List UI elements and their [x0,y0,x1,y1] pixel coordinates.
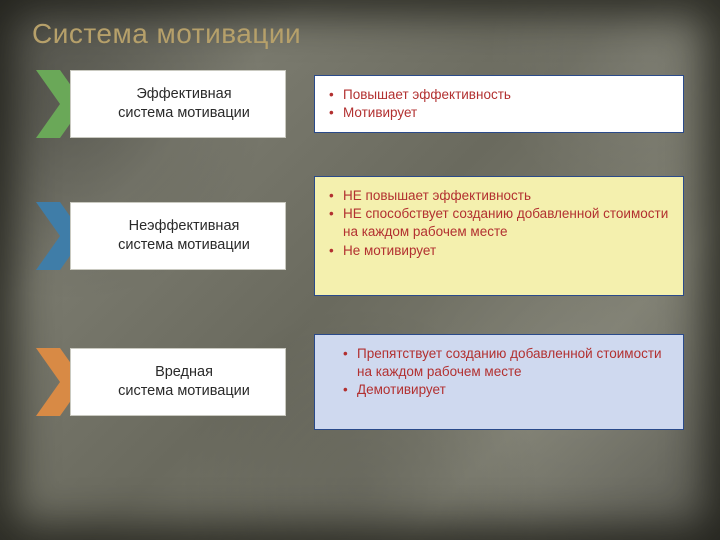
bullet-item: Мотивирует [329,104,669,122]
arrow-label-harmful: Вреднаясистема мотивации [118,363,250,401]
bullet-item: Не мотивирует [329,242,669,260]
row-harmful: Вреднаясистема мотивации Препятствует со… [36,334,684,430]
slide-title: Система мотивации [0,0,720,50]
arrow-body: Эффективнаясистема мотивации [70,70,286,138]
bullet-item: НЕ способствует созданию добавленной сто… [329,205,669,241]
row-ineffective: Неэффективнаясистема мотивации НЕ повыша… [36,176,684,296]
bullet-list: Повышает эффективность Мотивирует [329,86,669,122]
desc-box-harmful: Препятствует созданию добавленной стоимо… [314,334,684,430]
arrow-label-ineffective: Неэффективнаясистема мотивации [118,217,250,255]
arrow-block-effective: Эффективнаясистема мотивации [36,70,286,138]
arrow-block-harmful: Вреднаясистема мотивации [36,348,286,416]
bullet-list: Препятствует созданию добавленной стоимо… [343,345,669,400]
content-area: Эффективнаясистема мотивации Повышает эф… [0,50,720,430]
row-effective: Эффективнаясистема мотивации Повышает эф… [36,70,684,138]
arrow-body: Неэффективнаясистема мотивации [70,202,286,270]
bullet-item: Повышает эффективность [329,86,669,104]
desc-box-ineffective: НЕ повышает эффективность НЕ способствуе… [314,176,684,296]
bullet-list: НЕ повышает эффективность НЕ способствуе… [329,187,669,260]
bullet-item: НЕ повышает эффективность [329,187,669,205]
arrow-label-effective: Эффективнаясистема мотивации [118,85,250,123]
arrow-block-ineffective: Неэффективнаясистема мотивации [36,202,286,270]
arrow-body: Вреднаясистема мотивации [70,348,286,416]
bullet-item: Препятствует созданию добавленной стоимо… [343,345,669,381]
bullet-item: Демотивирует [343,381,669,399]
desc-box-effective: Повышает эффективность Мотивирует [314,75,684,133]
